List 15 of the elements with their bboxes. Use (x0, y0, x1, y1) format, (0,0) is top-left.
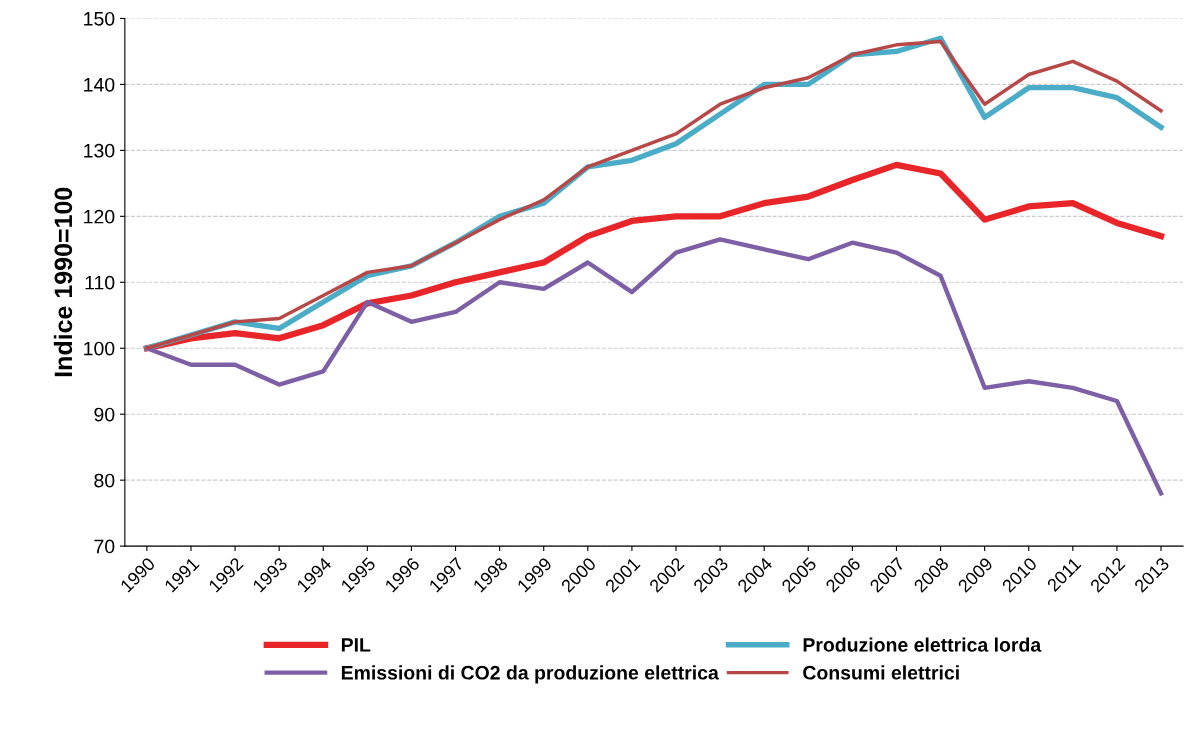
y-tick-label: 90 (94, 407, 115, 422)
y-tick-label: 130 (84, 143, 115, 158)
y-tick-label: 110 (85, 275, 115, 290)
legend-label: PIL (341, 638, 371, 652)
line-series (144, 237, 1164, 496)
y-tick-label: 120 (84, 209, 115, 224)
legend-label: Produzione elettrica lorda (803, 637, 1042, 652)
y-tick-label: 80 (94, 473, 115, 488)
legend-label: Emissioni di CO2 da produzione elettrica (341, 665, 719, 684)
y-tick-label: 150 (84, 11, 115, 26)
y-tick-label: 140 (84, 77, 115, 92)
y-tick-label: 70 (94, 539, 115, 554)
y-axis-title: Indice 1990=100 (53, 187, 73, 377)
legend-label: Consumi elettrici (803, 665, 959, 680)
y-tick-label: 100 (84, 341, 115, 356)
